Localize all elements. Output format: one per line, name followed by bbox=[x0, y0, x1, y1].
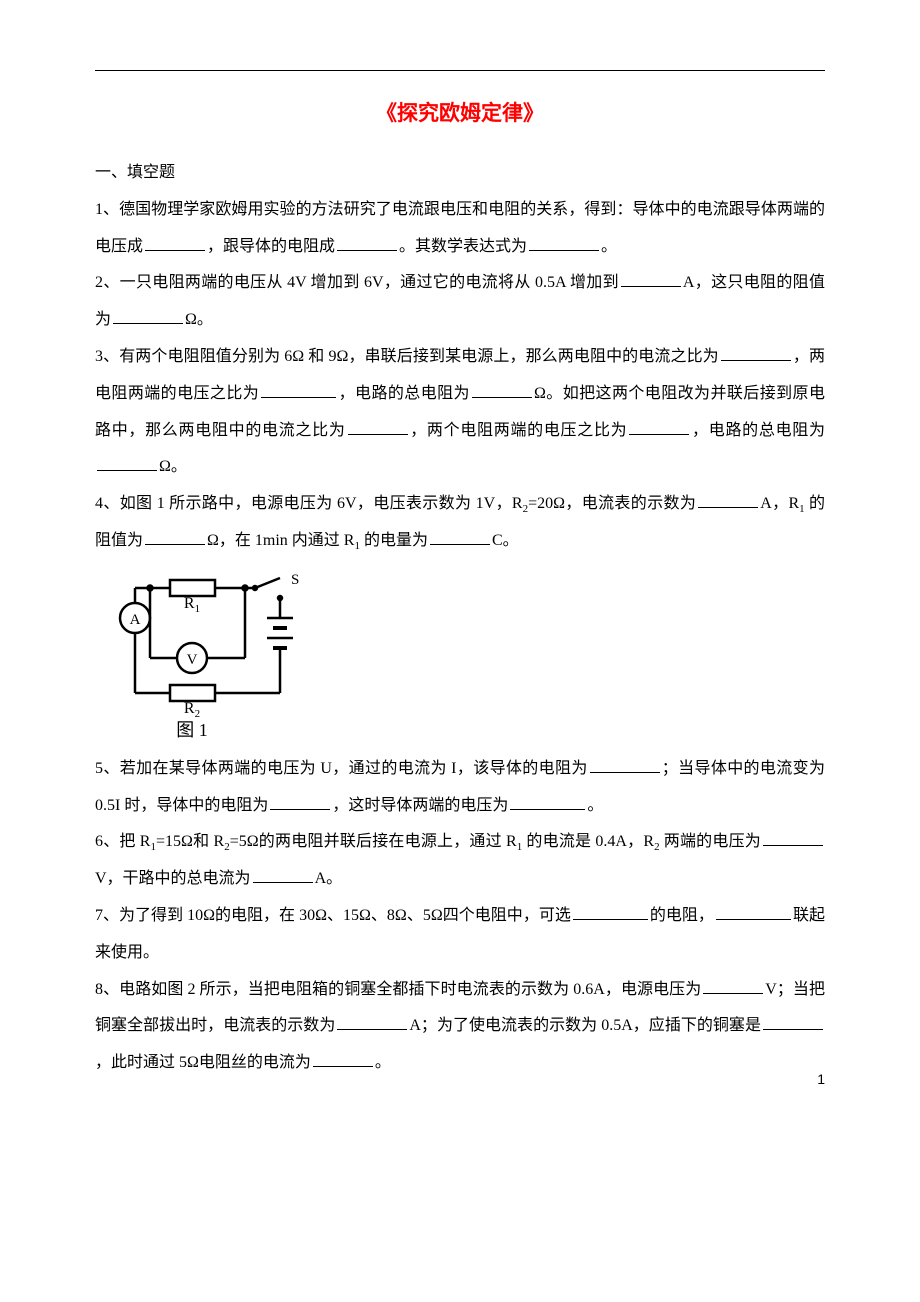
question-3: 3、有两个电阻阻值分别为 6Ω 和 9Ω，串联后接到某电源上，那么两电阻中的电流… bbox=[95, 339, 825, 486]
q1-text-c: 。其数学表达式为 bbox=[399, 238, 527, 255]
q8-text-a: 8、电路如图 2 所示，当把电阻箱的铜塞全都插下时电流表的示数为 0.6A，电源… bbox=[95, 981, 701, 998]
blank bbox=[337, 234, 397, 251]
q8-text-e: 。 bbox=[375, 1054, 391, 1071]
svg-text:S: S bbox=[291, 572, 299, 588]
blank bbox=[270, 793, 330, 810]
figure-1: R1 R2 S A V 图 1 bbox=[95, 568, 825, 743]
blank bbox=[348, 418, 408, 435]
question-4: 4、如图 1 所示路中，电源电压为 6V，电压表示数为 1V，R2=20Ω，电流… bbox=[95, 486, 825, 560]
blank bbox=[763, 1013, 823, 1030]
svg-text:R2: R2 bbox=[184, 700, 200, 720]
page: 《探究欧姆定律》 一、填空题 1、德国物理学家欧姆用实验的方法研究了电流跟电压和… bbox=[0, 0, 920, 1122]
blank bbox=[629, 418, 689, 435]
blank bbox=[529, 234, 599, 251]
q5-text-c: ，这时导体两端的电压为 bbox=[332, 797, 508, 814]
question-7: 7、为了得到 10Ω的电阻，在 30Ω、15Ω、8Ω、5Ω四个电阻中，可选 的电阻… bbox=[95, 898, 825, 972]
blank bbox=[698, 491, 758, 508]
q6-text-a2: =15Ω和 R bbox=[156, 833, 224, 850]
q7-text-a: 7、为了得到 10Ω的电阻，在 30Ω、15Ω、8Ω、5Ω四个电阻中，可选 bbox=[95, 907, 571, 924]
q3-text-e: ，两个电阻两端的电压之比为 bbox=[410, 422, 628, 439]
q4-text-c2: 的电量为 bbox=[360, 532, 428, 549]
blank bbox=[763, 829, 823, 846]
blank bbox=[261, 381, 336, 398]
blank bbox=[313, 1050, 373, 1067]
svg-text:A: A bbox=[130, 612, 141, 628]
blank bbox=[590, 756, 660, 773]
question-6: 6、把 R1=15Ω和 R2=5Ω的两电阻并联后接在电源上，通过 R1 的电流是… bbox=[95, 824, 825, 898]
q2-text-c: Ω。 bbox=[185, 311, 213, 328]
q6-text-c: A。 bbox=[315, 870, 343, 887]
q4-text-c: Ω，在 1min 内通过 R bbox=[207, 532, 354, 549]
blank bbox=[621, 270, 681, 287]
document-title: 《探究欧姆定律》 bbox=[95, 97, 825, 127]
blank bbox=[703, 977, 763, 994]
q2-text-a: 2、一只电阻两端的电压从 4V 增加到 6V，通过它的电流将从 0.5A 增加到 bbox=[95, 274, 619, 291]
blank bbox=[721, 344, 791, 361]
q6-text-b: V，干路中的总电流为 bbox=[95, 870, 251, 887]
q5-text-d: 。 bbox=[587, 797, 603, 814]
q6-text-a3: =5Ω的两电阻并联后接在电源上，通过 R bbox=[230, 833, 517, 850]
section-heading: 一、填空题 bbox=[95, 155, 825, 192]
circuit-diagram-icon: R1 R2 S A V 图 1 bbox=[95, 568, 305, 743]
q7-text-b: 的电阻， bbox=[650, 907, 714, 924]
question-2: 2、一只电阻两端的电压从 4V 增加到 6V，通过它的电流将从 0.5A 增加到… bbox=[95, 265, 825, 339]
blank bbox=[337, 1013, 407, 1030]
q4-text-d: C。 bbox=[492, 532, 519, 549]
q4-text-a2: =20Ω，电流表的示数为 bbox=[528, 495, 696, 512]
page-number: 1 bbox=[817, 1071, 825, 1087]
blank bbox=[145, 528, 205, 545]
q3-text-f: ，电路的总电阻为 bbox=[691, 422, 825, 439]
svg-text:V: V bbox=[187, 652, 198, 668]
q6-text-a: 6、把 R bbox=[95, 833, 150, 850]
blank bbox=[716, 903, 791, 920]
svg-text:图 1: 图 1 bbox=[176, 720, 208, 740]
q3-text-g: Ω。 bbox=[159, 458, 187, 475]
svg-text:R1: R1 bbox=[184, 595, 200, 615]
question-8: 8、电路如图 2 所示，当把电阻箱的铜塞全都插下时电流表的示数为 0.6A，电源… bbox=[95, 972, 825, 1082]
q4-text-b: A，R bbox=[760, 495, 799, 512]
blank bbox=[253, 866, 313, 883]
header-rule bbox=[95, 70, 825, 71]
question-5: 5、若加在某导体两端的电压为 U，通过的电流为 I，该导体的电阻为；当导体中的电… bbox=[95, 751, 825, 825]
q1-text-b: ，跟导体的电阻成 bbox=[207, 238, 335, 255]
blank bbox=[97, 454, 157, 471]
q6-text-a4: 的电流是 0.4A，R bbox=[522, 833, 654, 850]
blank bbox=[145, 234, 205, 251]
q3-text-a: 3、有两个电阻阻值分别为 6Ω 和 9Ω，串联后接到某电源上，那么两电阻中的电流… bbox=[95, 348, 719, 365]
q6-text-a5: 两端的电压为 bbox=[660, 833, 761, 850]
blank bbox=[510, 793, 585, 810]
blank bbox=[113, 307, 183, 324]
q5-text-a: 5、若加在某导体两端的电压为 U，通过的电流为 I，该导体的电阻为 bbox=[95, 760, 588, 777]
blank bbox=[472, 381, 532, 398]
q8-text-c: A；为了使电流表的示数为 0.5A，应插下的铜塞是 bbox=[409, 1017, 761, 1034]
q8-text-d: ，此时通过 5Ω电阻丝的电流为 bbox=[95, 1054, 311, 1071]
question-1: 1、德国物理学家欧姆用实验的方法研究了电流跟电压和电阻的关系，得到：导体中的电流… bbox=[95, 192, 825, 266]
q4-text-a: 4、如图 1 所示路中，电源电压为 6V，电压表示数为 1V，R bbox=[95, 495, 523, 512]
blank bbox=[573, 903, 648, 920]
blank bbox=[430, 528, 490, 545]
q1-text-d: 。 bbox=[601, 238, 617, 255]
q3-text-c: ，电路的总电阻为 bbox=[338, 385, 470, 402]
